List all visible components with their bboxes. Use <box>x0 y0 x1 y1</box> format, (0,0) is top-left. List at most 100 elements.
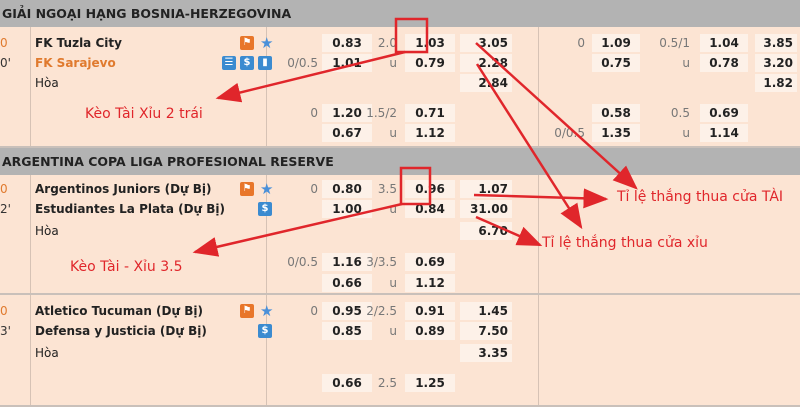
line-cell: 2.0 <box>377 36 397 50</box>
odds-cell[interactable]: 0.66 <box>322 374 372 392</box>
column-divider <box>266 295 267 405</box>
league-header[interactable]: GIẢI NGOẠI HẠNG BOSNIA-HERZEGOVINA <box>0 0 800 27</box>
odds-cell[interactable]: 0.79 <box>405 54 455 72</box>
line-cell: 2.5 <box>377 376 397 390</box>
odds-cell[interactable]: 0.78 <box>700 54 748 72</box>
odds-cell[interactable]: 1.12 <box>405 124 455 142</box>
odds-cell[interactable]: 1.35 <box>592 124 640 142</box>
odds-cell[interactable]: 1.03 <box>405 34 455 52</box>
line-cell: u <box>389 202 397 216</box>
column-divider <box>538 295 539 405</box>
line-cell: 0 <box>310 304 318 318</box>
line-cell: 2/2.5 <box>366 304 397 318</box>
away-team[interactable]: Estudiantes La Plata (Dự Bị) <box>35 202 226 216</box>
column-divider <box>538 175 539 293</box>
odds-cell[interactable]: 1.12 <box>405 274 455 292</box>
line-cell: 0 <box>310 182 318 196</box>
dollar-icon[interactable]: $ <box>240 56 254 70</box>
odds-cell[interactable]: 2.28 <box>460 54 512 72</box>
line-cell: 0/0.5 <box>287 255 318 269</box>
column-divider <box>30 175 31 293</box>
line-cell: 1.5/2 <box>366 106 397 120</box>
annotation-xiu: Tỉ lệ thắng thua cửa xỉu <box>542 235 708 251</box>
odds-cell[interactable]: 1.09 <box>592 34 640 52</box>
line-cell: 0 <box>577 36 585 50</box>
star-icon[interactable]: ★ <box>260 302 274 320</box>
odds-cell[interactable]: 1.14 <box>700 124 748 142</box>
odds-cell[interactable]: 0.91 <box>405 302 455 320</box>
running-icon[interactable]: ⚑ <box>240 36 254 50</box>
match-time: 2' <box>0 202 11 216</box>
home-team[interactable]: Atletico Tucuman (Dự Bị) <box>35 304 203 318</box>
odds-cell[interactable]: 3.05 <box>460 34 512 52</box>
line-cell: u <box>389 56 397 70</box>
odds-cell[interactable]: 1.45 <box>460 302 512 320</box>
match-time: 0' <box>0 56 11 70</box>
odds-cell[interactable]: 31.00 <box>460 200 512 218</box>
dollar-icon[interactable]: $ <box>258 202 272 216</box>
odds-cell[interactable]: 0.84 <box>405 200 455 218</box>
odds-cell[interactable]: 3.85 <box>755 34 797 52</box>
match-time: 3' <box>0 324 11 338</box>
home-team[interactable]: FK Tuzla City <box>35 36 122 50</box>
odds-cell[interactable]: 1.16 <box>322 253 372 271</box>
odds-cell[interactable]: 0.80 <box>322 180 372 198</box>
league-header[interactable]: ARGENTINA COPA LIGA PROFESIONAL RESERVE <box>0 148 800 175</box>
line-cell: 0 <box>310 106 318 120</box>
line-cell: 0.5 <box>670 106 690 120</box>
annotation-tai-xiu-35: Kèo Tài - Xỉu 3.5 <box>70 259 183 275</box>
running-icon[interactable]: ⚑ <box>240 182 254 196</box>
odds-cell[interactable]: 1.25 <box>405 374 455 392</box>
match-row[interactable]: 0 3' Atletico Tucuman (Dự Bị) Defensa y Jus… <box>0 295 800 407</box>
odds-cell[interactable]: 0.67 <box>322 124 372 142</box>
odds-cell[interactable]: 0.75 <box>592 54 640 72</box>
odds-cell[interactable]: 0.71 <box>405 104 455 122</box>
odds-cell[interactable]: 2.84 <box>460 74 512 92</box>
odds-cell[interactable]: 0.58 <box>592 104 640 122</box>
line-cell: u <box>389 324 397 338</box>
draw-label: Hòa <box>35 346 59 360</box>
odds-cell[interactable]: 6.70 <box>460 222 512 240</box>
star-icon[interactable]: ★ <box>260 34 274 52</box>
odds-cell[interactable]: 3.20 <box>755 54 797 72</box>
column-divider <box>538 27 539 146</box>
odds-cell[interactable]: 7.50 <box>460 322 512 340</box>
line-cell: 3.5 <box>377 182 397 196</box>
odds-cell[interactable]: 0.69 <box>700 104 748 122</box>
odds-cell[interactable]: 0.66 <box>322 274 372 292</box>
match-score: 0 <box>0 304 8 318</box>
odds-cell[interactable]: 0.83 <box>322 34 372 52</box>
draw-label: Hòa <box>35 224 59 238</box>
odds-cell[interactable]: 0.69 <box>405 253 455 271</box>
away-team[interactable]: Defensa y Justicia (Dự Bị) <box>35 324 207 338</box>
odds-cell[interactable]: 3.35 <box>460 344 512 362</box>
line-cell: u <box>682 56 690 70</box>
column-divider <box>30 295 31 405</box>
odds-cell[interactable]: 0.95 <box>322 302 372 320</box>
dollar-icon[interactable]: $ <box>258 324 272 338</box>
odds-cell[interactable]: 0.89 <box>405 322 455 340</box>
column-divider <box>30 27 31 146</box>
annotation-tai: Tỉ lệ thắng thua cửa TÀI <box>617 189 784 205</box>
line-cell: 0/0.5 <box>554 126 585 140</box>
match-row[interactable]: 0 0' FK Tuzla City FK Sarajevo Hòa ⚑ ★ ☰ $ ▮ 0.83 2… <box>0 27 800 148</box>
match-score: 0 <box>0 182 8 196</box>
odds-cell[interactable]: 1.07 <box>460 180 512 198</box>
match-score: 0 <box>0 36 8 50</box>
odds-cell[interactable]: 1.82 <box>755 74 797 92</box>
odds-cell[interactable]: 1.20 <box>322 104 372 122</box>
star-icon[interactable]: ★ <box>260 180 274 198</box>
odds-cell[interactable]: 1.04 <box>700 34 748 52</box>
line-cell: 0/0.5 <box>287 56 318 70</box>
list-icon[interactable]: ☰ <box>222 56 236 70</box>
line-cell: u <box>682 126 690 140</box>
line-cell: 3/3.5 <box>366 255 397 269</box>
annotation-tai-xiu-2: Kèo Tài Xỉu 2 trái <box>85 106 203 122</box>
odds-cell[interactable]: 0.85 <box>322 322 372 340</box>
home-team[interactable]: Argentinos Juniors (Dự Bị) <box>35 182 212 196</box>
away-team[interactable]: FK Sarajevo <box>35 56 116 70</box>
draw-label: Hòa <box>35 76 59 90</box>
odds-cell[interactable]: 0.96 <box>405 180 455 198</box>
running-icon[interactable]: ⚑ <box>240 304 254 318</box>
line-cell: u <box>389 126 397 140</box>
